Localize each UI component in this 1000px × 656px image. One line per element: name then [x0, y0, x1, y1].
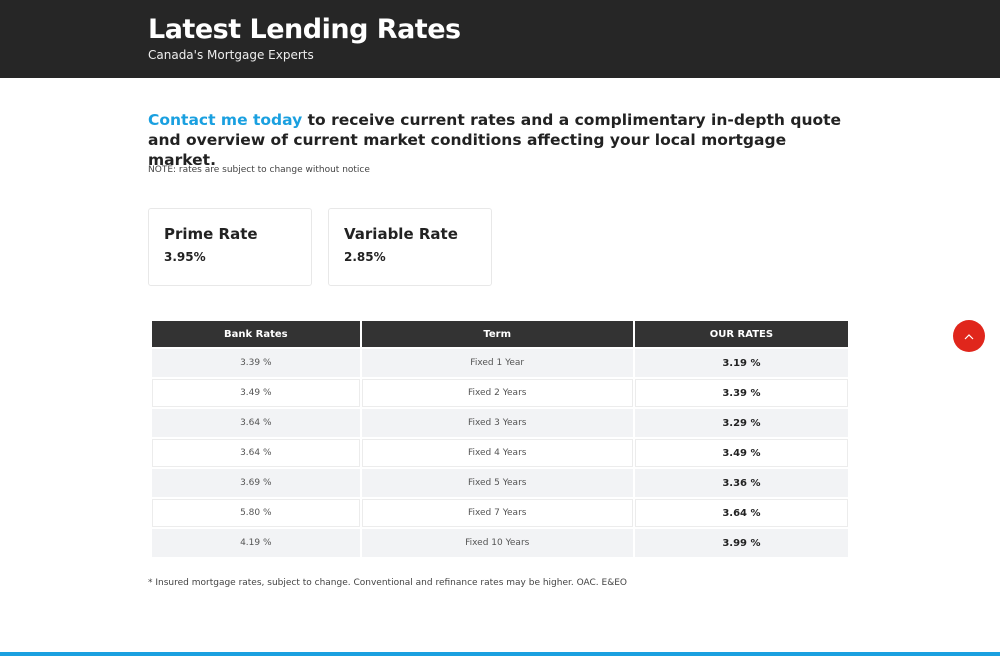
term-cell: Fixed 5 Years [361, 469, 633, 497]
our-rate-cell: 3.49 % [634, 439, 848, 467]
footer-accent-bar [0, 652, 1000, 656]
scroll-to-top-button[interactable] [953, 320, 985, 352]
our-rate-cell: 3.29 % [634, 409, 848, 437]
prime-rate-card: Prime Rate 3.95% [148, 208, 312, 286]
contact-link[interactable]: Contact me today [148, 111, 303, 129]
variable-rate-title: Variable Rate [344, 225, 458, 243]
page-header: Latest Lending Rates Canada's Mortgage E… [0, 0, 1000, 78]
table-header-row: Bank Rates Term OUR RATES [152, 321, 848, 347]
term-cell: Fixed 4 Years [361, 439, 633, 467]
table-row: 3.64 % Fixed 4 Years 3.49 % [152, 439, 848, 467]
column-header-term: Term [361, 321, 633, 347]
table-row: 3.69 % Fixed 5 Years 3.36 % [152, 469, 848, 497]
bank-rate-cell: 3.69 % [152, 469, 360, 497]
bank-rate-cell: 4.19 % [152, 529, 360, 557]
variable-rate-card: Variable Rate 2.85% [328, 208, 492, 286]
rates-note: NOTE: rates are subject to change withou… [148, 165, 370, 175]
chevron-up-icon [964, 333, 974, 339]
bank-rate-cell: 3.39 % [152, 349, 360, 377]
bank-rate-cell: 5.80 % [152, 499, 360, 527]
bank-rate-cell: 3.64 % [152, 439, 360, 467]
prime-rate-value: 3.95% [164, 250, 206, 264]
our-rate-cell: 3.64 % [634, 499, 848, 527]
column-header-bank-rates: Bank Rates [152, 321, 360, 347]
table-row: 4.19 % Fixed 10 Years 3.99 % [152, 529, 848, 557]
term-cell: Fixed 10 Years [361, 529, 633, 557]
term-cell: Fixed 2 Years [361, 379, 633, 407]
our-rate-cell: 3.19 % [634, 349, 848, 377]
table-row: 5.80 % Fixed 7 Years 3.64 % [152, 499, 848, 527]
our-rate-cell: 3.36 % [634, 469, 848, 497]
term-cell: Fixed 7 Years [361, 499, 633, 527]
our-rate-cell: 3.99 % [634, 529, 848, 557]
table-row: 3.49 % Fixed 2 Years 3.39 % [152, 379, 848, 407]
term-cell: Fixed 1 Year [361, 349, 633, 377]
our-rate-cell: 3.39 % [634, 379, 848, 407]
bank-rate-cell: 3.64 % [152, 409, 360, 437]
page-title: Latest Lending Rates [148, 14, 461, 45]
page-subtitle: Canada's Mortgage Experts [148, 48, 314, 62]
table-row: 3.39 % Fixed 1 Year 3.19 % [152, 349, 848, 377]
prime-rate-title: Prime Rate [164, 225, 258, 243]
bank-rate-cell: 3.49 % [152, 379, 360, 407]
intro-paragraph: Contact me today to receive current rate… [148, 110, 848, 170]
term-cell: Fixed 3 Years [361, 409, 633, 437]
footnote: * Insured mortgage rates, subject to cha… [148, 578, 627, 588]
intro-text: to receive current rates and a complimen… [148, 111, 842, 169]
rates-table: Bank Rates Term OUR RATES 3.39 % Fixed 1… [150, 319, 850, 559]
table-row: 3.64 % Fixed 3 Years 3.29 % [152, 409, 848, 437]
variable-rate-value: 2.85% [344, 250, 386, 264]
column-header-our-rates: OUR RATES [634, 321, 848, 347]
